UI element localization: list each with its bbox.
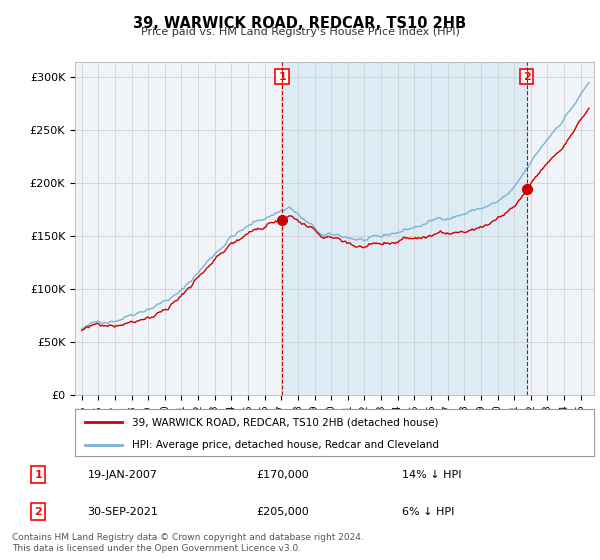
Text: 14% ↓ HPI: 14% ↓ HPI — [402, 470, 461, 479]
Text: 2: 2 — [523, 72, 530, 82]
Text: Price paid vs. HM Land Registry's House Price Index (HPI): Price paid vs. HM Land Registry's House … — [140, 27, 460, 37]
Text: 19-JAN-2007: 19-JAN-2007 — [88, 470, 158, 479]
Text: 2: 2 — [34, 507, 42, 517]
Bar — [282, 62, 527, 395]
Text: Contains HM Land Registry data © Crown copyright and database right 2024.
This d: Contains HM Land Registry data © Crown c… — [12, 533, 364, 553]
Text: 39, WARWICK ROAD, REDCAR, TS10 2HB: 39, WARWICK ROAD, REDCAR, TS10 2HB — [133, 16, 467, 31]
Text: 39, WARWICK ROAD, REDCAR, TS10 2HB (detached house): 39, WARWICK ROAD, REDCAR, TS10 2HB (deta… — [132, 417, 439, 427]
Text: £170,000: £170,000 — [256, 470, 309, 479]
Text: 1: 1 — [34, 470, 42, 479]
Text: 1: 1 — [278, 72, 286, 82]
Text: £205,000: £205,000 — [256, 507, 309, 517]
Text: 30-SEP-2021: 30-SEP-2021 — [88, 507, 158, 517]
Text: 6% ↓ HPI: 6% ↓ HPI — [402, 507, 454, 517]
Text: HPI: Average price, detached house, Redcar and Cleveland: HPI: Average price, detached house, Redc… — [132, 440, 439, 450]
